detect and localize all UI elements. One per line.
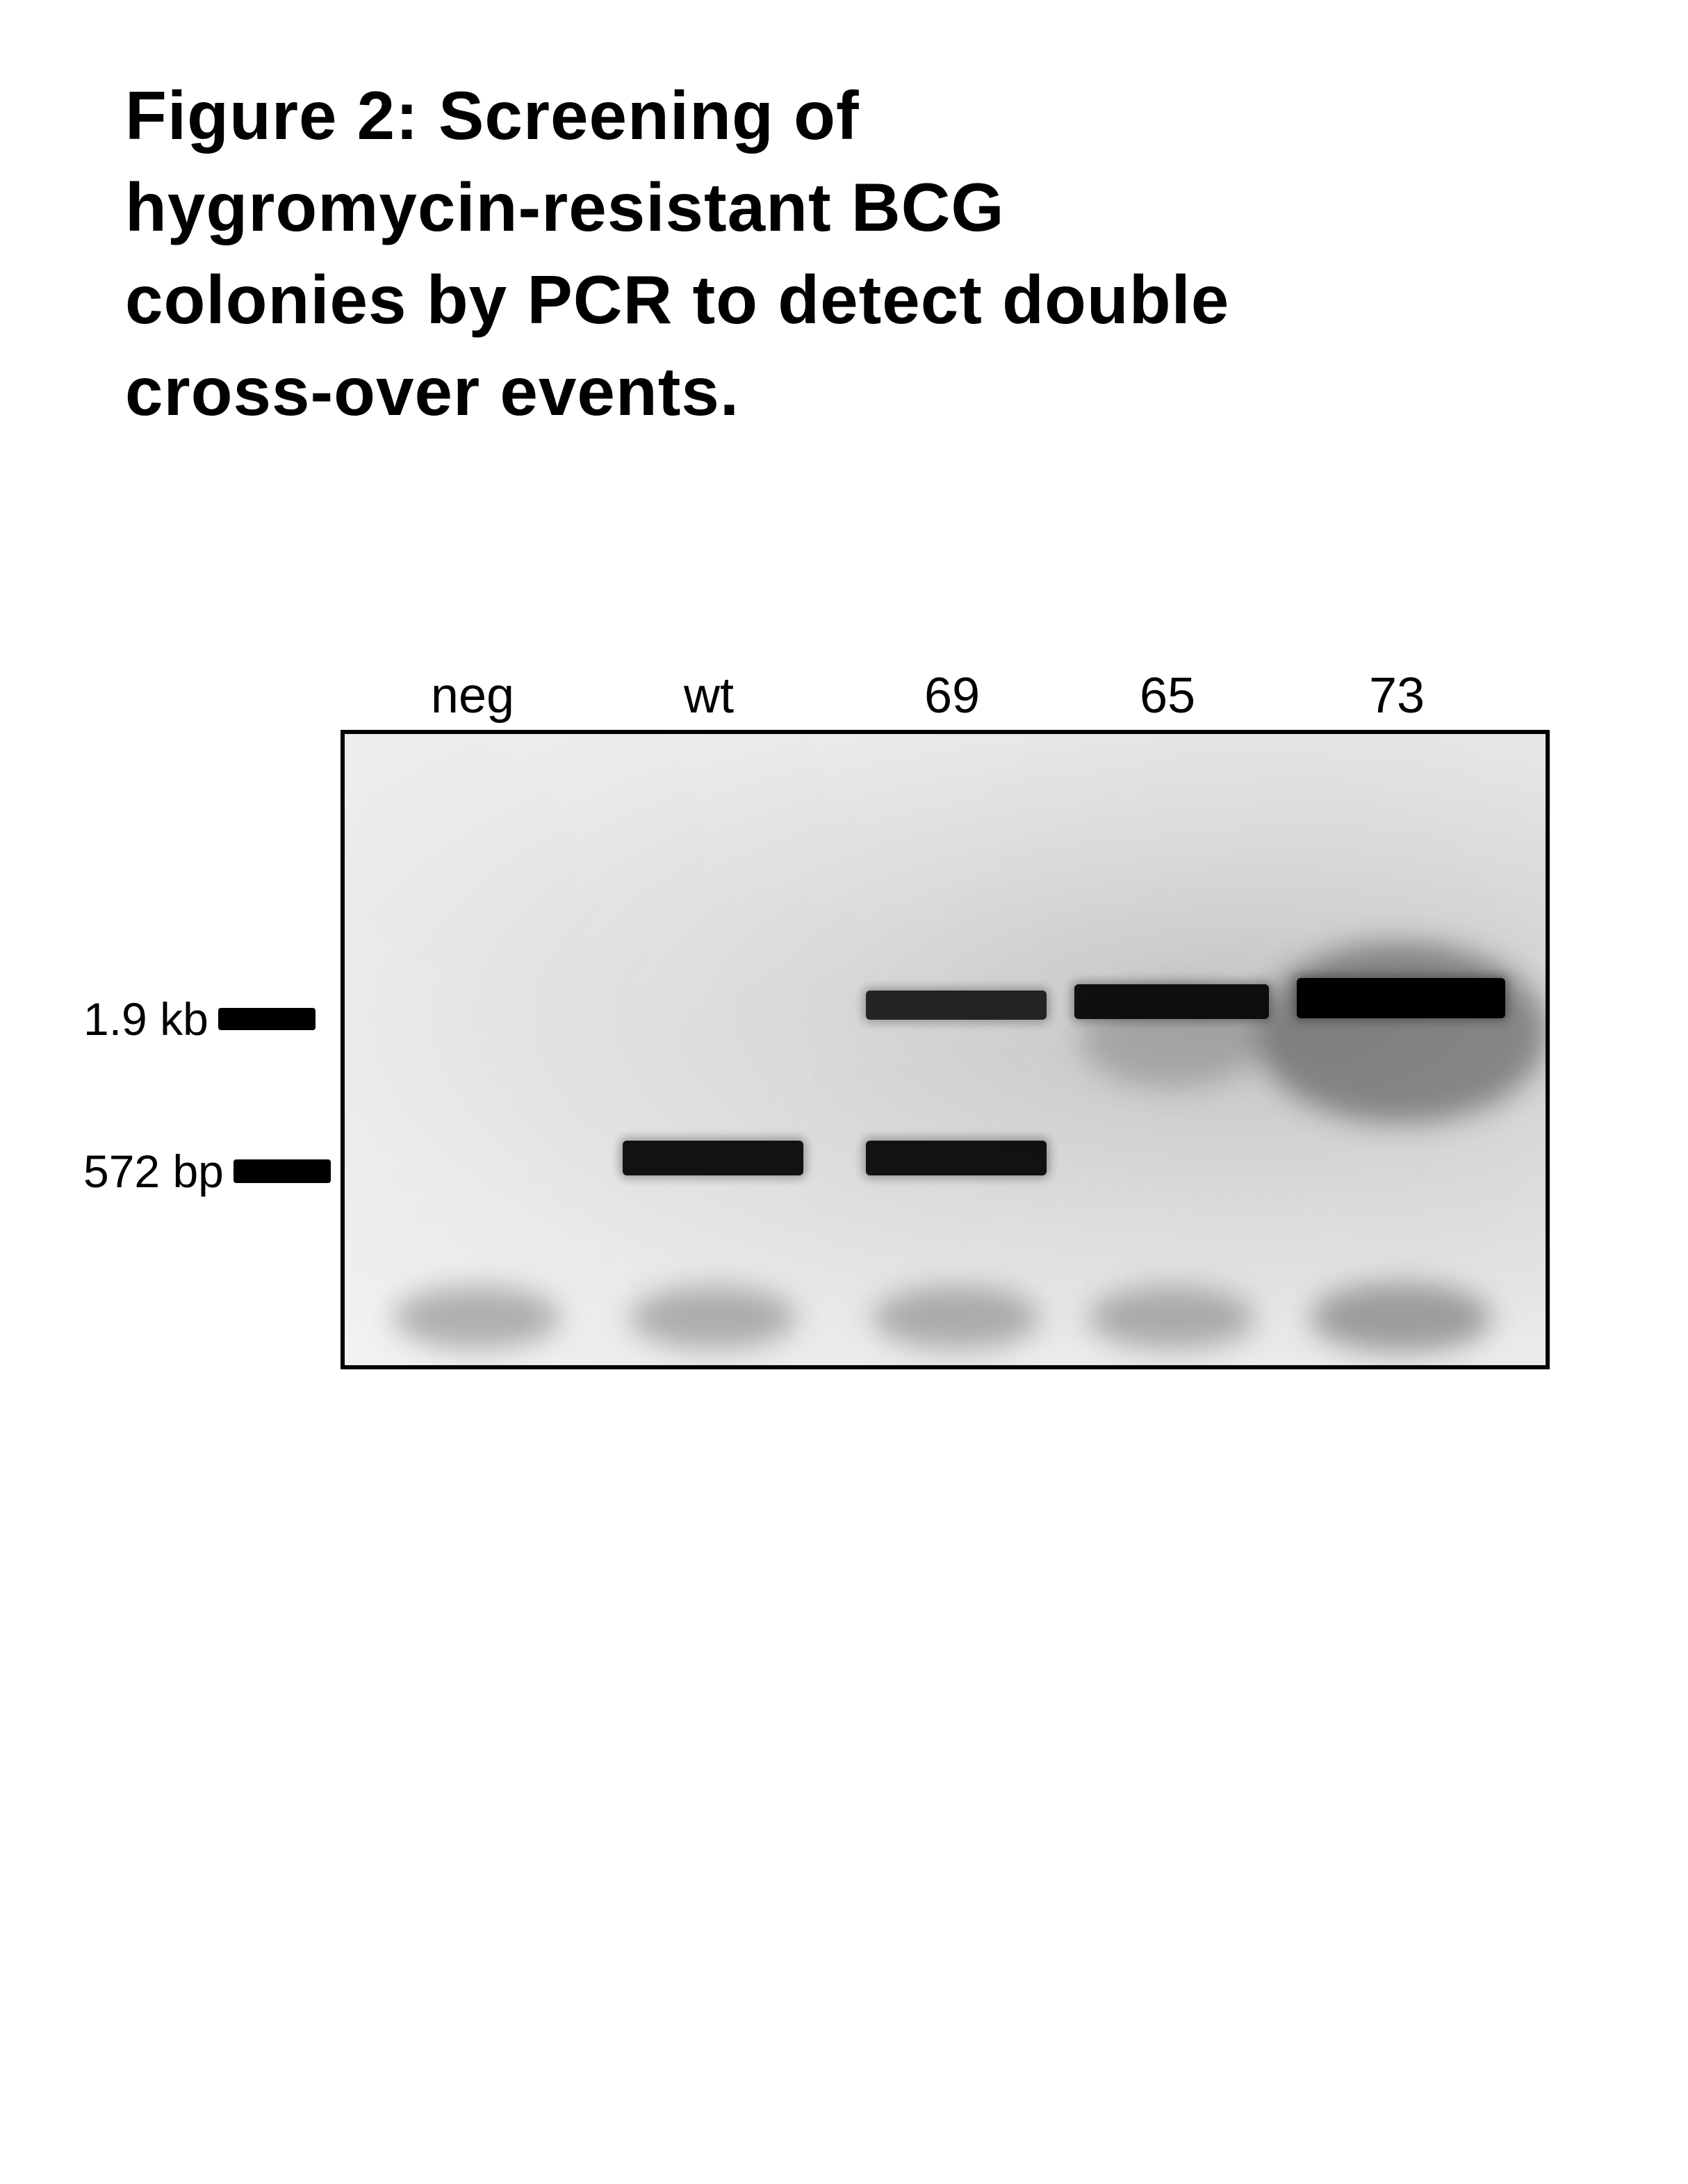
figure-title: Figure 2: Screening of hygromycin-resist… <box>125 70 1445 437</box>
lane-label-73: 73 <box>1341 667 1452 724</box>
gel-smudge <box>630 1287 796 1349</box>
lane-label-neg: neg <box>417 667 528 724</box>
gel-smudge <box>873 1287 1040 1349</box>
size-marker-bar-icon <box>218 1008 316 1030</box>
size-marker-label: 1.9 kb <box>83 993 208 1045</box>
title-line: hygromycin-resistant BCG <box>125 161 1445 253</box>
size-marker-1p9kb: 1.9 kb <box>83 993 316 1045</box>
size-marker-label: 572 bp <box>83 1145 224 1198</box>
gel-smudge <box>1255 943 1547 1123</box>
gel-band <box>1074 984 1269 1019</box>
gel-smudge <box>1088 1287 1255 1349</box>
lane-label-65: 65 <box>1112 667 1223 724</box>
title-line: Figure 2: Screening of <box>125 70 1445 161</box>
gel-band <box>866 991 1047 1020</box>
gel-band <box>1297 978 1505 1018</box>
gel-smudge <box>393 1287 560 1349</box>
lane-label-wt: wt <box>653 667 764 724</box>
gel-band <box>623 1141 803 1175</box>
title-line: cross-over events. <box>125 345 1445 437</box>
gel-image-box <box>341 730 1550 1369</box>
lane-label-69: 69 <box>896 667 1008 724</box>
gel-band <box>866 1141 1047 1175</box>
figure-page: Figure 2: Screening of hygromycin-resist… <box>0 0 1688 2184</box>
gel-smudge <box>1311 1283 1491 1353</box>
title-line: colonies by PCR to detect double <box>125 254 1445 345</box>
size-marker-572bp: 572 bp <box>83 1145 331 1198</box>
size-marker-bar-icon <box>233 1159 331 1183</box>
